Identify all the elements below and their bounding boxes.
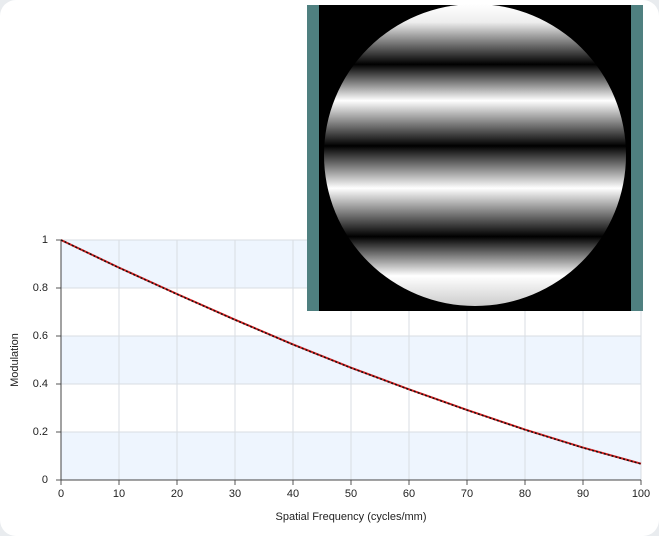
x-tick-label: 50: [345, 488, 357, 500]
x-tick-label: 70: [461, 488, 473, 500]
chart: 00.20.40.60.810102030405060708090100 Spa…: [0, 0, 659, 536]
x-tick-label: 30: [229, 488, 241, 500]
y-tick-label: 0.4: [33, 378, 48, 390]
x-tick-label: 60: [403, 488, 415, 500]
y-tick-label: 0.2: [33, 426, 48, 438]
y-tick-label: 0.8: [33, 282, 48, 294]
x-axis-label: Spatial Frequency (cycles/mm): [276, 511, 427, 523]
x-tick-label: 40: [287, 488, 299, 500]
image-edge: [307, 5, 319, 311]
x-tick-label: 100: [632, 488, 650, 500]
x-tick-label: 80: [519, 488, 531, 500]
fringe-pupil: [324, 4, 626, 306]
interferogram: [307, 4, 643, 311]
y-axis-label: Modulation: [9, 333, 21, 387]
y-tick-label: 1: [42, 234, 48, 246]
x-tick-label: 90: [577, 488, 589, 500]
image-edge: [631, 5, 643, 311]
x-tick-label: 0: [58, 488, 64, 500]
x-tick-label: 20: [171, 488, 183, 500]
page: {"chart_data": {"type": "line", "x_label…: [0, 0, 659, 536]
y-tick-label: 0.6: [33, 330, 48, 342]
x-tick-label: 10: [113, 488, 125, 500]
y-tick-label: 0: [42, 474, 48, 486]
